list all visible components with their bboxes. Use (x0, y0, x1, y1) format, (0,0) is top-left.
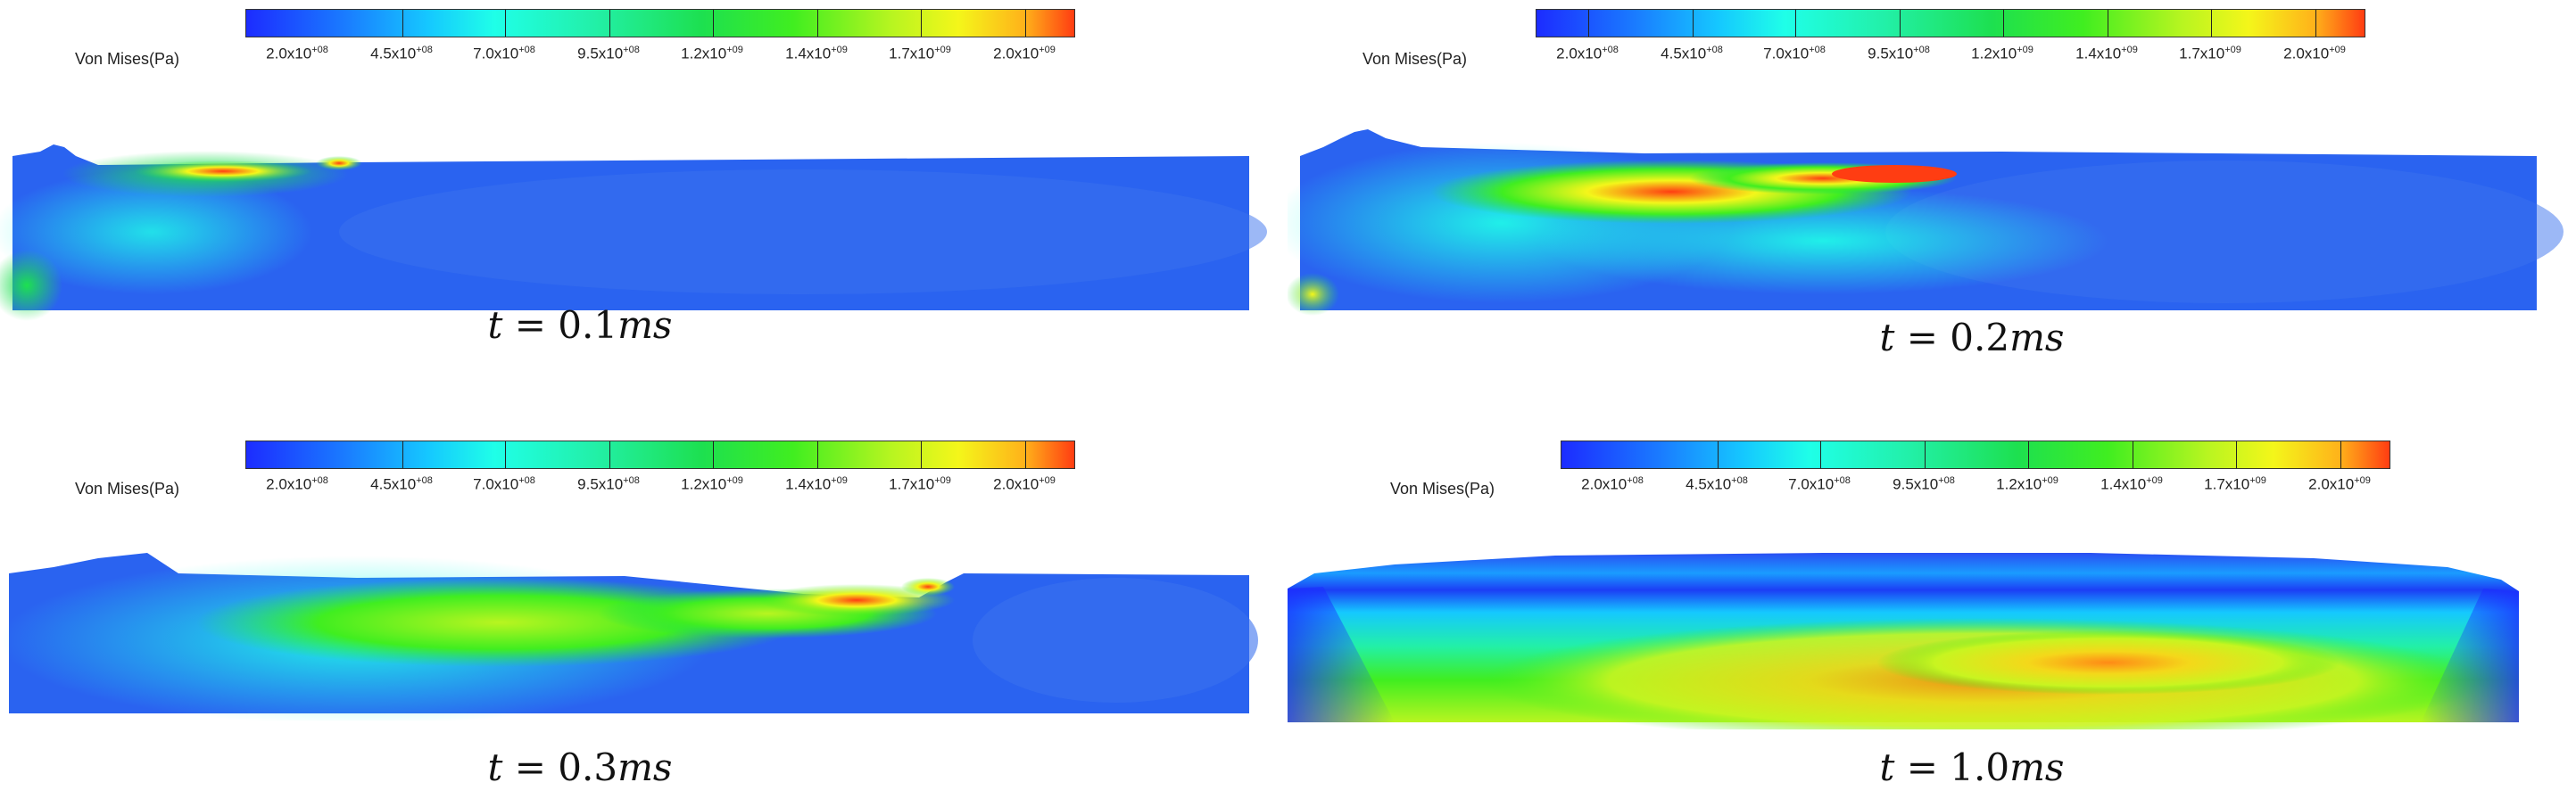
time-caption: t = 1.0ms (1879, 745, 2065, 789)
colorbar (245, 441, 1075, 469)
panel-t-0.2ms: Von Mises(Pa) 2.0x10+08 4.5x10+08 7.0x10… (1288, 0, 2576, 400)
colorbar-title: Von Mises(Pa) (1390, 480, 1495, 498)
colorbar (245, 9, 1075, 37)
tick-label: 1.4x10+09 (785, 45, 848, 62)
stress-field-plot (1288, 553, 2519, 729)
colorbar-title: Von Mises(Pa) (1363, 50, 1468, 68)
tick-label: 9.5x10+08 (577, 45, 640, 62)
panel-t-0.1ms: Von Mises(Pa) 2.0x10+08 4.5x10+08 7.0x10… (0, 0, 1285, 400)
tick-label: 1.7x10+09 (2179, 45, 2241, 62)
tick-label: 9.5x10+08 (1893, 475, 1955, 493)
tick-label: 4.5x10+08 (370, 475, 433, 493)
colorbar (1536, 9, 2365, 37)
colorbar-title: Von Mises(Pa) (75, 480, 180, 498)
tick-label: 7.0x10+08 (473, 45, 535, 62)
tick-label: 1.2x10+09 (681, 475, 743, 493)
time-caption: t = 0.1ms (487, 303, 673, 347)
tick-label: 7.0x10+08 (1788, 475, 1851, 493)
time-caption: t = 0.3ms (487, 745, 673, 789)
tick-label: 9.5x10+08 (577, 475, 640, 493)
tick-label: 2.0x10+08 (266, 475, 328, 493)
tick-label: 4.5x10+08 (370, 45, 433, 62)
tick-label: 1.4x10+09 (785, 475, 848, 493)
tick-label: 7.0x10+08 (473, 475, 535, 493)
colorbar (1561, 441, 2390, 469)
tick-label: 1.2x10+09 (681, 45, 743, 62)
colorbar-tick-labels: 2.0x10+08 4.5x10+08 7.0x10+08 9.5x10+08 … (245, 475, 1075, 495)
tick-label: 2.0x10+08 (1556, 45, 1619, 62)
panel-t-1.0ms: Von Mises(Pa) 2.0x10+08 4.5x10+08 7.0x10… (1288, 400, 2576, 799)
tick-label: 1.2x10+09 (1971, 45, 2033, 62)
tick-label: 2.0x10+09 (2283, 45, 2346, 62)
tick-label: 9.5x10+08 (1868, 45, 1930, 62)
time-caption: t = 0.2ms (1879, 316, 2065, 359)
tick-label: 1.7x10+09 (889, 475, 951, 493)
colorbar-tick-labels: 2.0x10+08 4.5x10+08 7.0x10+08 9.5x10+08 … (245, 45, 1075, 64)
tick-label: 7.0x10+08 (1763, 45, 1826, 62)
tick-label: 2.0x10+08 (266, 45, 328, 62)
tick-label: 2.0x10+08 (1581, 475, 1644, 493)
colorbar-title: Von Mises(Pa) (75, 50, 180, 68)
tick-label: 1.7x10+09 (889, 45, 951, 62)
stress-field-plot (0, 144, 1267, 321)
panel-t-0.3ms: Von Mises(Pa) 2.0x10+08 4.5x10+08 7.0x10… (0, 400, 1285, 799)
tick-label: 2.0x10+09 (2308, 475, 2371, 493)
stress-field-plot (1288, 129, 2564, 316)
colorbar-tick-labels: 2.0x10+08 4.5x10+08 7.0x10+08 9.5x10+08 … (1536, 45, 2365, 64)
stress-field-plot (0, 553, 1258, 721)
tick-label: 1.4x10+09 (2100, 475, 2163, 493)
tick-label: 2.0x10+09 (993, 475, 1056, 493)
tick-label: 1.4x10+09 (2075, 45, 2138, 62)
tick-label: 1.2x10+09 (1996, 475, 2058, 493)
tick-label: 1.7x10+09 (2204, 475, 2266, 493)
tick-label: 2.0x10+09 (993, 45, 1056, 62)
tick-label: 4.5x10+08 (1686, 475, 1748, 493)
colorbar-tick-labels: 2.0x10+08 4.5x10+08 7.0x10+08 9.5x10+08 … (1561, 475, 2390, 495)
tick-label: 4.5x10+08 (1661, 45, 1723, 62)
